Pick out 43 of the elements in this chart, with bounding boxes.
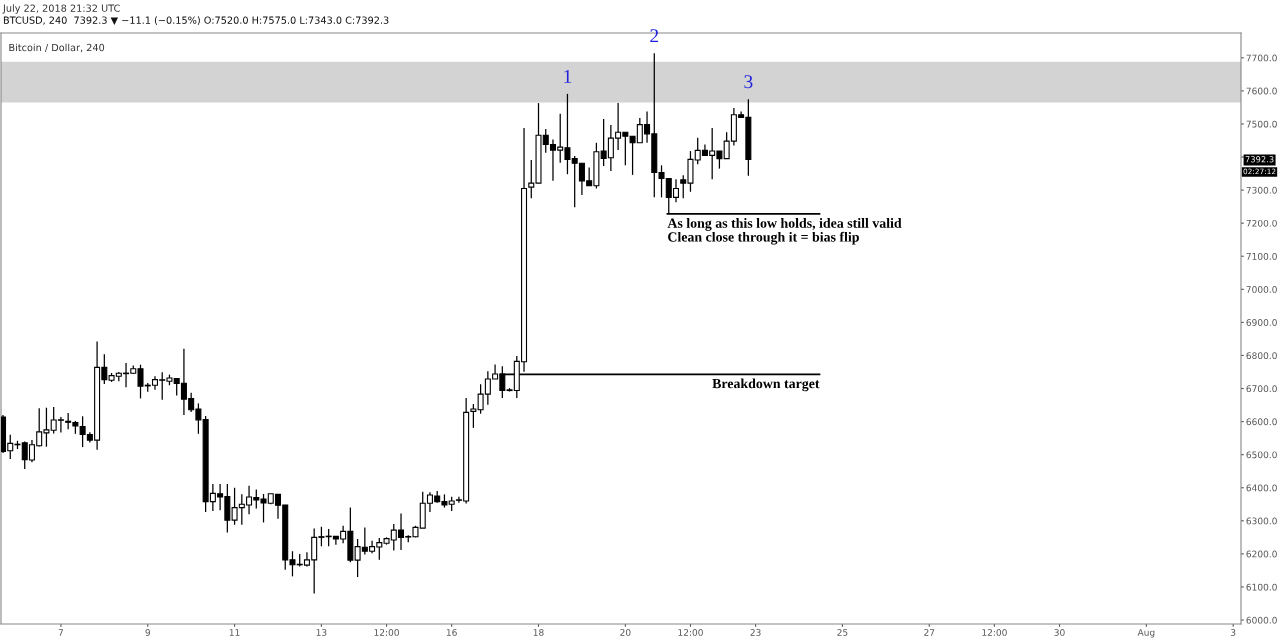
y-tick-label: 6500.0 <box>1246 451 1277 459</box>
x-tick-label: 16 <box>446 629 457 636</box>
y-tick-label: 6100.0 <box>1246 583 1277 591</box>
y-tick-label: 7000.0 <box>1246 286 1277 293</box>
y-tick-label: 6400.0 <box>1246 484 1277 492</box>
x-tick-label: 12:00 <box>678 629 703 636</box>
x-tick-label: 12:00 <box>374 629 399 636</box>
text: BTCUSD, 240 7392.3 ▼ −11.1 (−0.15%) O:7520.0 H:7575.0 L:7343.0 C:7392.3 <box>3 16 389 25</box>
x-tick-label: 11 <box>229 629 240 636</box>
annotation: 3 <box>744 75 753 89</box>
y-tick-label: 7500.0 <box>1246 120 1277 128</box>
annotation: 1 <box>564 69 572 83</box>
x-tick-label: 20 <box>620 629 631 636</box>
x-tick-label: 30 <box>1054 629 1065 636</box>
y-tick-label: 7100.0 <box>1246 252 1277 260</box>
x-tick-label: 3 <box>1231 629 1236 636</box>
y-tick-label: 6800.0 <box>1246 352 1277 360</box>
annotation: As long as this low holds, idea still valid Clean close through it = bias flip <box>667 218 902 245</box>
x-tick-label: 7 <box>58 629 64 636</box>
y-tick-label: 7600.0 <box>1246 87 1277 95</box>
annotation: 2 <box>650 29 659 43</box>
y-tick-label: 7700.0 <box>1246 54 1277 62</box>
x-tick-label: 9 <box>145 629 150 636</box>
text: July 22, 2018 21:32 UTC <box>2 4 120 14</box>
y-tick-label: 6200.0 <box>1246 550 1277 558</box>
x-tick-label: 13 <box>316 629 327 636</box>
x-tick-label: 18 <box>533 629 544 636</box>
text: Bitcoin / Dollar, 240 <box>9 43 105 53</box>
y-tick-label: 6300.0 <box>1246 517 1277 525</box>
y-tick-label: 6600.0 <box>1246 418 1277 426</box>
text: 7392.3 <box>1245 156 1274 163</box>
x-tick-label: 12:00 <box>982 629 1007 636</box>
x-tick-label: 27 <box>924 629 935 636</box>
y-tick-label: 7200.0 <box>1246 219 1277 227</box>
x-tick-label: 25 <box>837 629 848 636</box>
y-tick-label: 6000.0 <box>1246 616 1277 624</box>
y-tick-label: 7300.0 <box>1246 186 1277 194</box>
x-tick-label: Aug <box>1137 629 1155 638</box>
y-tick-label: 6700.0 <box>1246 385 1277 393</box>
y-tick-label: 6900.0 <box>1246 319 1277 326</box>
annotation: Breakdown target <box>712 378 820 392</box>
x-tick-label: 23 <box>750 629 761 636</box>
candlestick <box>470 403 477 429</box>
